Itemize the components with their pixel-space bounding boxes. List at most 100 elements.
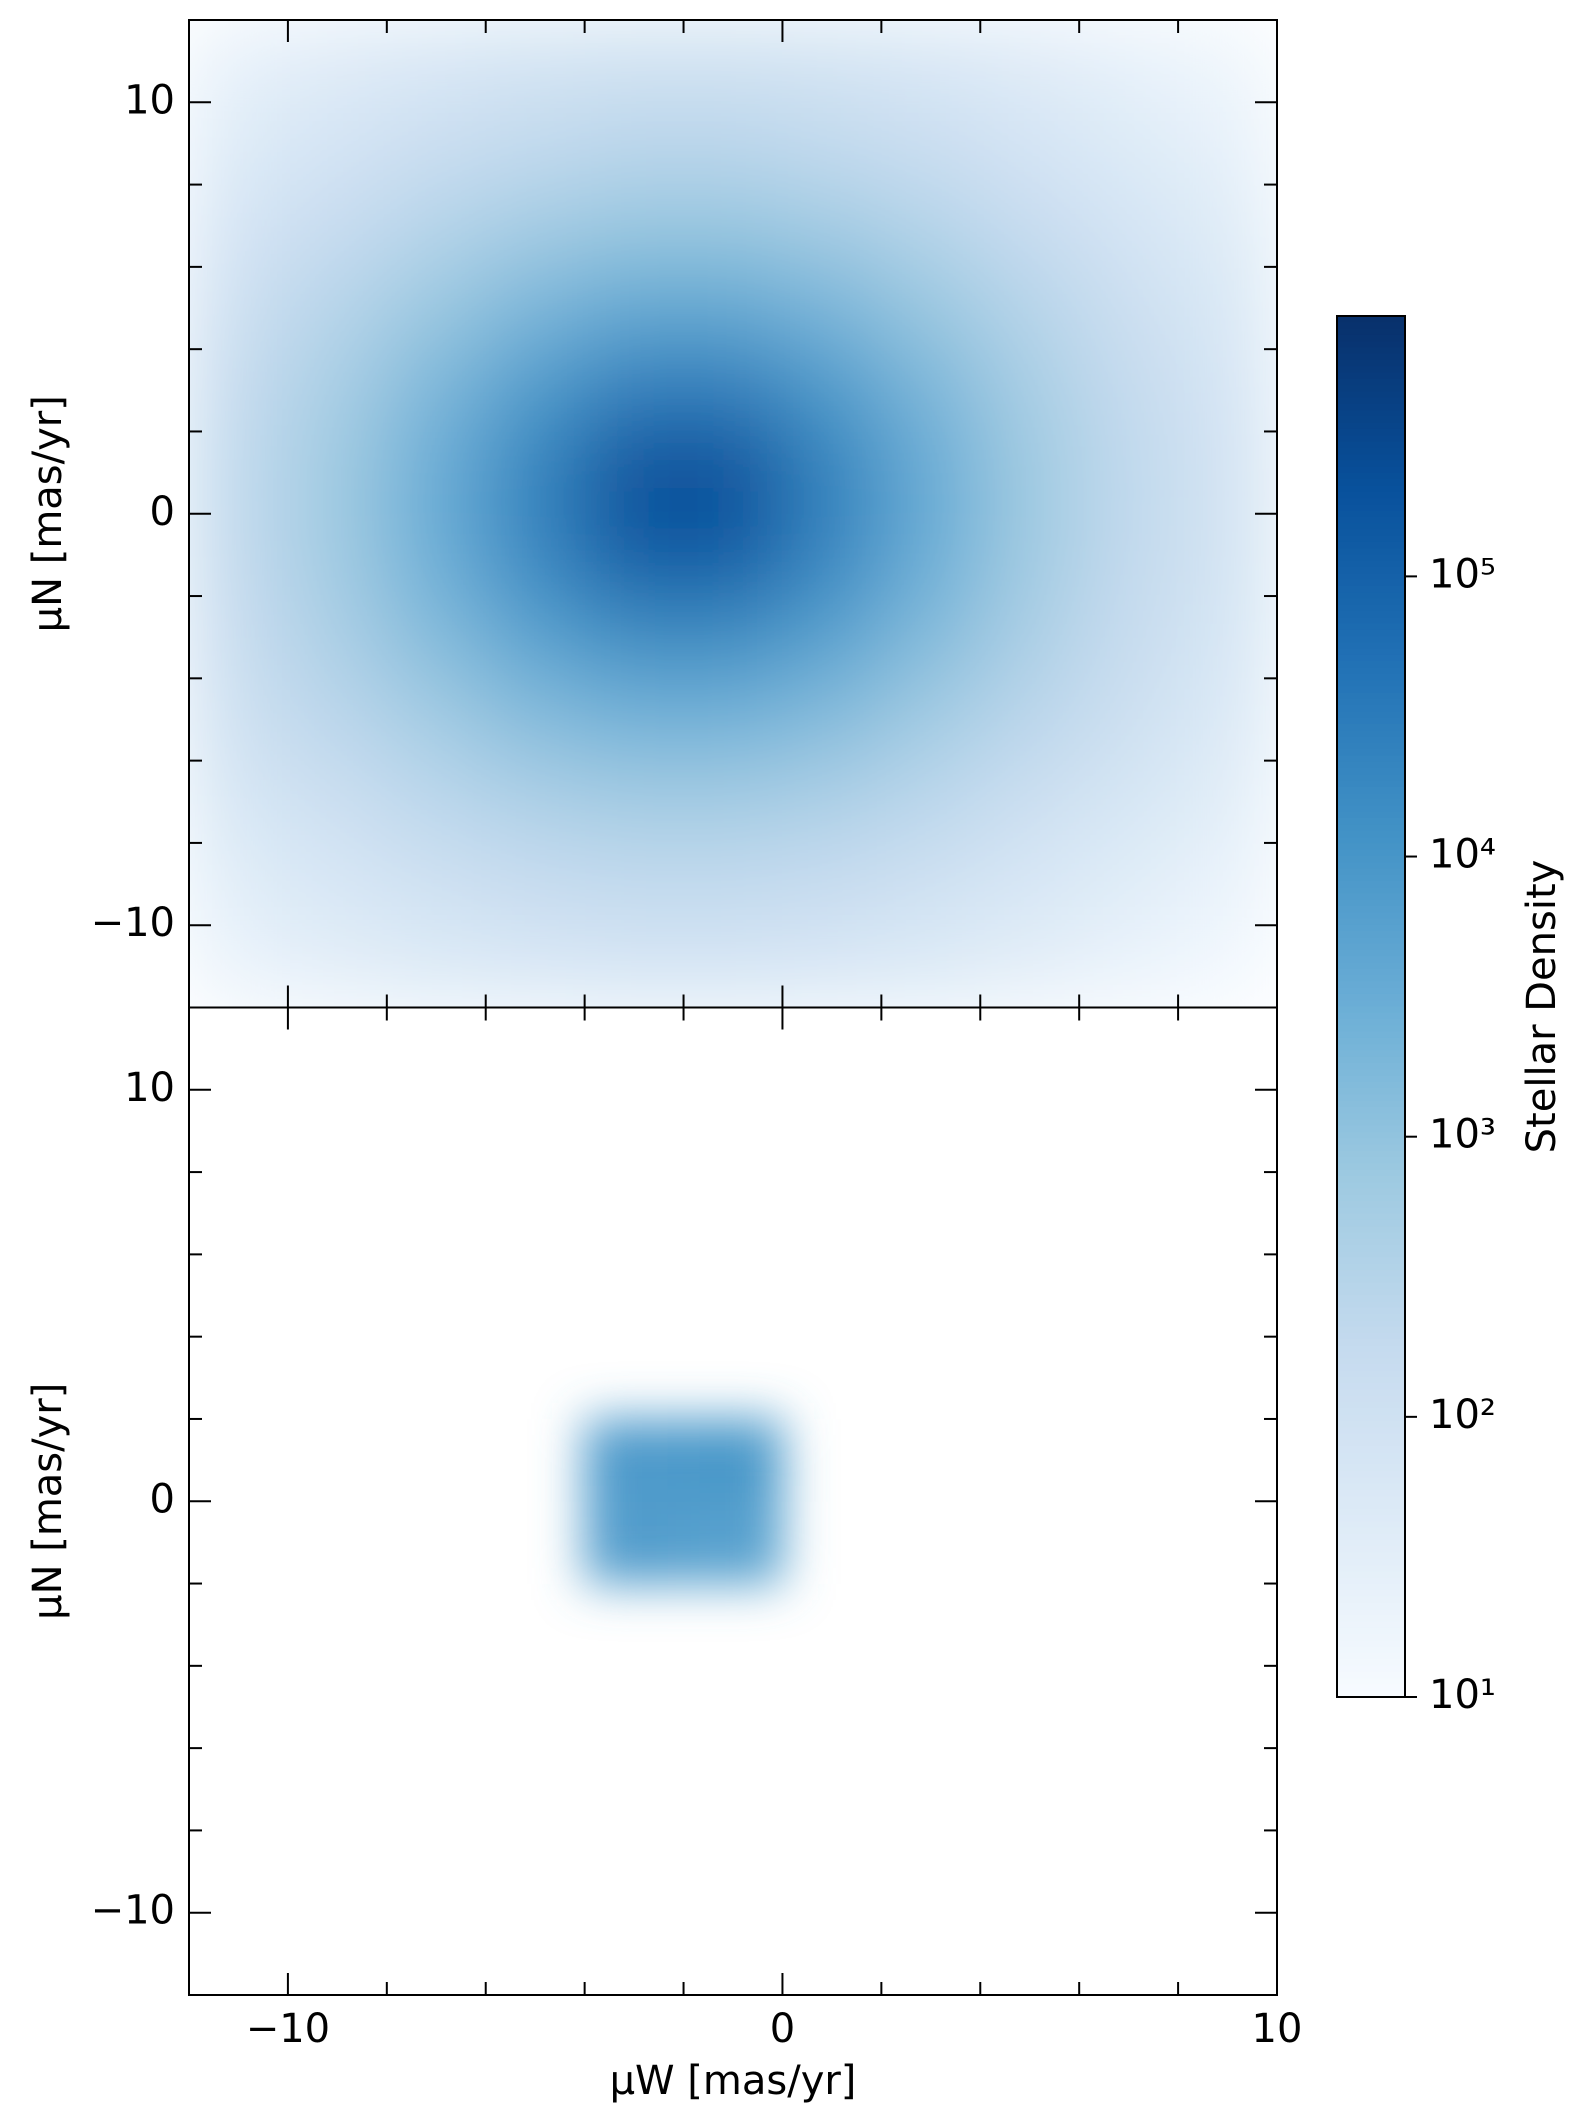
density-cell <box>881 431 981 515</box>
y-tick-label: 10 <box>124 1065 175 1111</box>
density-cell <box>584 596 685 679</box>
colorbar-fill <box>1337 1395 1405 1403</box>
colorbar-fill <box>1337 1383 1405 1391</box>
density-cell <box>189 760 289 844</box>
colorbar-fill <box>1337 1433 1405 1441</box>
colorbar-fill <box>1337 692 1405 700</box>
colorbar-fill <box>1337 1314 1405 1322</box>
colorbar-fill <box>1337 541 1405 550</box>
colorbar-fill <box>1337 1665 1405 1673</box>
colorbar-fill <box>1337 391 1405 399</box>
colorbar-fill <box>1337 774 1405 782</box>
colorbar-fill <box>1337 931 1405 939</box>
colorbar-fill <box>1337 736 1405 744</box>
density-cell <box>584 266 685 350</box>
density-cell <box>683 760 783 844</box>
density-cell <box>1178 102 1277 186</box>
colorbar-fill <box>1337 460 1405 468</box>
colorbar-fill <box>1337 912 1405 920</box>
density-cell <box>980 760 1080 844</box>
colorbar-fill <box>1337 1389 1405 1397</box>
heatmap-cells <box>584 1418 783 1585</box>
colorbar-fill <box>1337 855 1405 863</box>
colorbar-fill <box>1337 742 1405 750</box>
density-cell <box>683 513 783 597</box>
colorbar-fill <box>1337 1175 1405 1184</box>
density-cell <box>1178 925 1277 1008</box>
colorbar-tick-label: 10¹ <box>1429 1672 1496 1718</box>
density-cell <box>980 184 1080 268</box>
colorbar-fill <box>1337 1044 1405 1052</box>
density-cell <box>584 925 685 1008</box>
density-cell <box>1178 266 1277 350</box>
colorbar-fill <box>1337 560 1405 568</box>
colorbar-fill <box>1337 956 1405 964</box>
colorbar-fill <box>1337 1427 1405 1435</box>
density-cell <box>584 1418 685 1502</box>
density-cell <box>1079 349 1179 432</box>
colorbar-fill <box>1337 428 1405 437</box>
x-tick-label: 0 <box>770 2006 795 2052</box>
colorbar-fill <box>1337 1496 1405 1504</box>
density-cell <box>485 925 586 1008</box>
colorbar-fill <box>1337 1678 1405 1686</box>
colorbar-fill <box>1337 472 1405 481</box>
density-cell <box>485 760 586 844</box>
colorbar-fill <box>1337 667 1405 675</box>
density-cell <box>881 842 981 926</box>
colorbar-fill <box>1337 1138 1405 1146</box>
density-cell <box>1178 596 1277 679</box>
colorbar-fill <box>1337 1219 1405 1228</box>
y-axis-label: μN [mas/yr] <box>25 1383 71 1620</box>
colorbar-fill <box>1337 554 1405 562</box>
density-cell <box>881 102 981 186</box>
colorbar-fill <box>1337 435 1405 443</box>
density-cell <box>485 596 586 679</box>
y-tick-label: 0 <box>150 1476 175 1522</box>
colorbar-fill <box>1337 805 1405 813</box>
colorbar-fill <box>1337 786 1405 794</box>
colorbar-fill <box>1337 680 1405 688</box>
density-cell <box>881 760 981 844</box>
colorbar-fill <box>1337 1414 1405 1422</box>
density-cell <box>584 842 685 926</box>
colorbar-fill <box>1337 799 1405 807</box>
colorbar-fill <box>1337 1326 1405 1334</box>
density-cell <box>683 102 783 186</box>
density-cell <box>782 102 882 186</box>
density-cell <box>1178 842 1277 926</box>
colorbar-fill <box>1337 592 1405 600</box>
colorbar-fill <box>1337 1471 1405 1479</box>
colorbar-fill <box>1337 1502 1405 1510</box>
colorbar-fill <box>1337 1182 1405 1190</box>
colorbar-fill <box>1337 604 1405 612</box>
colorbar-fill <box>1337 485 1405 493</box>
colorbar-fill <box>1337 1370 1405 1378</box>
density-cell <box>683 1418 783 1502</box>
colorbar-fill <box>1337 378 1405 386</box>
colorbar-fill <box>1337 1640 1405 1648</box>
colorbar-fill <box>1337 617 1405 625</box>
colorbar-fill <box>1337 893 1405 901</box>
colorbar-fill <box>1337 843 1405 851</box>
x-axis-label: μW [mas/yr] <box>610 2058 857 2104</box>
colorbar-fill <box>1337 403 1405 411</box>
density-cell <box>189 184 289 268</box>
heatmap-area <box>189 20 1277 1008</box>
colorbar-tick-label: 10⁵ <box>1429 551 1496 597</box>
y-tick-label: −10 <box>91 900 175 946</box>
density-cell <box>683 1501 783 1585</box>
colorbar-fill <box>1337 1144 1405 1152</box>
colorbar-fill <box>1337 918 1405 926</box>
colorbar-fill <box>1337 1006 1405 1014</box>
density-cell <box>287 20 388 103</box>
colorbar-fill <box>1337 937 1405 945</box>
density-cell <box>1079 431 1179 515</box>
density-cell <box>386 431 487 515</box>
density-cell <box>189 102 289 186</box>
colorbar-fill <box>1337 868 1405 876</box>
colorbar-fill <box>1337 755 1405 763</box>
density-cell <box>980 349 1080 432</box>
colorbar-fill <box>1337 793 1405 801</box>
